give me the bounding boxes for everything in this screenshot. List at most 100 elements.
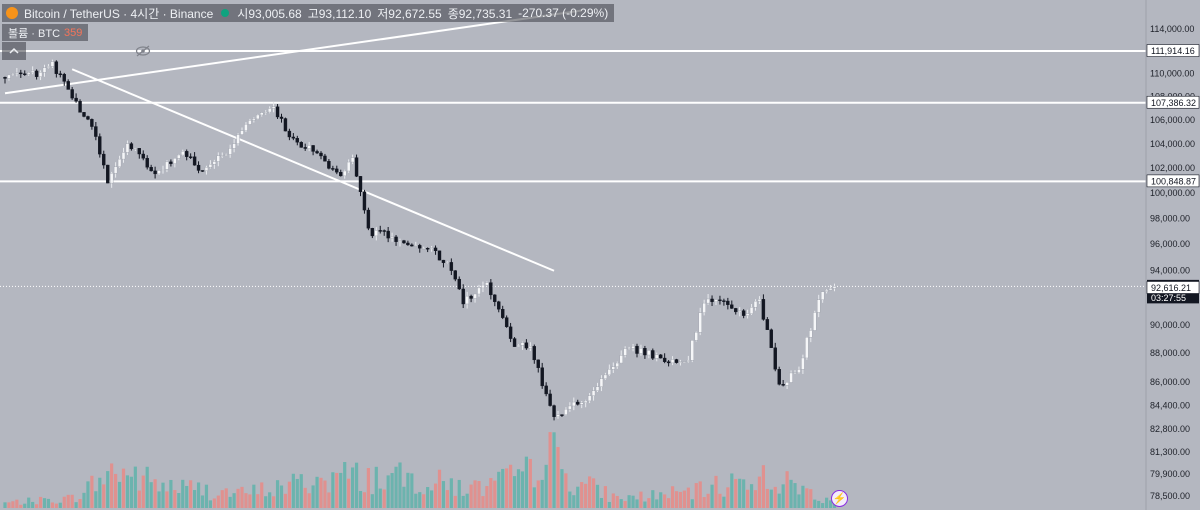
price-tick-label: 114,000.00 [1150, 24, 1194, 34]
candle-body [30, 70, 35, 73]
volume-bar [343, 462, 347, 508]
candle-body [477, 287, 481, 295]
candle-body [504, 317, 509, 328]
candle-body [252, 118, 256, 121]
candle-body [749, 307, 754, 314]
candle-body [410, 244, 414, 247]
candle-body [224, 154, 228, 156]
candle-body [651, 350, 655, 359]
volume-bar [62, 496, 66, 508]
volume-bar [66, 494, 70, 508]
volume-bar [647, 498, 651, 508]
volume-bar [690, 499, 694, 508]
volume-bar [295, 478, 299, 508]
candle-body [78, 101, 82, 113]
candle-body [607, 369, 612, 376]
candle-body [568, 405, 572, 410]
volume-bar [734, 478, 738, 508]
candle-body [623, 348, 627, 356]
volume-bar [339, 472, 343, 508]
price-label-box [1146, 174, 1200, 188]
candle-body [793, 372, 797, 374]
candle-body [520, 342, 525, 346]
candle-body [74, 97, 78, 102]
candle-body [354, 157, 359, 177]
candle-body [761, 299, 766, 320]
volume-bar [327, 492, 331, 508]
candle-body [753, 300, 758, 308]
volume-bar [461, 495, 465, 508]
volume-bar [252, 484, 256, 508]
candle-body [86, 116, 90, 120]
lightning-icon[interactable]: ⚡ [831, 490, 848, 507]
candle-body [682, 361, 687, 363]
candle-body [781, 384, 785, 386]
candle-body [220, 155, 224, 157]
volume-legend[interactable]: 볼륨 · BTC 359 [2, 24, 89, 41]
candle-body [418, 245, 422, 249]
candle-body [706, 298, 710, 304]
volume-bar [749, 484, 754, 508]
symbol-name[interactable]: Bitcoin / TetherUS · 4시간 · Binance [24, 6, 214, 21]
candle-body [738, 310, 742, 313]
volume-bar [19, 504, 23, 508]
candle-body [157, 170, 161, 175]
candle-body [200, 170, 205, 172]
candle-body [58, 73, 62, 75]
volume-bar [674, 491, 679, 508]
candle-body [169, 161, 173, 164]
volume-bar [224, 488, 228, 508]
volume-bar [102, 484, 106, 508]
candle-body [441, 259, 446, 263]
volume-bar [35, 504, 39, 508]
volume-bar [410, 473, 414, 508]
candle-body [42, 67, 47, 73]
candle-body [184, 151, 189, 157]
candle-body [3, 77, 7, 79]
volume-bar [117, 481, 122, 508]
volume-bar [157, 491, 161, 508]
volume-bar [287, 481, 291, 508]
ohlc-change: -270.37 (-0.29%) [518, 6, 609, 20]
volume-bar [667, 498, 671, 508]
volume-bar [331, 472, 335, 508]
volume-bar [552, 432, 556, 508]
candle-body [50, 61, 55, 67]
volume-bar [564, 473, 568, 508]
volume-bar [698, 481, 702, 508]
symbol-legend[interactable]: Bitcoin / TetherUS · 4시간 · Binance 시93,0… [2, 4, 615, 22]
price-tick-label: 82,800.00 [1150, 424, 1190, 434]
volume-bar [445, 490, 449, 508]
candle-body [46, 66, 51, 68]
eye-icon[interactable] [135, 44, 151, 58]
candle-body [7, 74, 11, 79]
candle-body [66, 81, 70, 90]
price-label: 03:27:55 [1151, 293, 1186, 303]
candle-body [544, 385, 548, 395]
candle-body [805, 337, 809, 359]
price-tick-label: 78,500.00 [1150, 491, 1190, 501]
candle-body [516, 344, 521, 347]
volume-bar [710, 484, 714, 508]
volume-bar [319, 477, 323, 508]
candle-body [27, 72, 31, 75]
candle-body [287, 130, 292, 138]
volume-bar [414, 493, 418, 508]
volume-bar [181, 479, 185, 508]
candle-body [109, 172, 114, 184]
candle-body [346, 161, 351, 172]
volume-bar [813, 499, 817, 508]
chevron-up-icon[interactable] [2, 42, 26, 60]
volume-bar [757, 476, 762, 508]
volume-bar [714, 475, 718, 508]
candle-body [726, 300, 730, 305]
candle-body [785, 382, 789, 386]
volume-bar [50, 502, 54, 508]
price-tick-label: 79,900.00 [1150, 469, 1190, 479]
candle-body [801, 357, 805, 370]
volume-bar [27, 497, 31, 508]
candle-body [390, 236, 394, 239]
volume-bar [686, 487, 690, 508]
